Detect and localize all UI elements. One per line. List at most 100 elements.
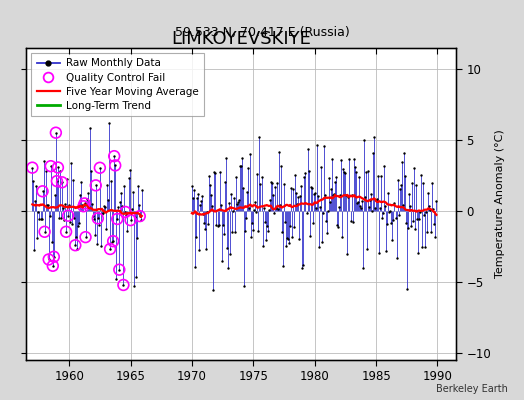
- Point: [88, 200, 96, 207]
- Point: [301, 170, 310, 177]
- Point: [92, 182, 100, 188]
- Point: [79, 203, 88, 210]
- Point: [345, 156, 354, 162]
- Point: [331, 178, 340, 185]
- Point: [128, 188, 137, 195]
- Point: [110, 153, 118, 159]
- Point: [53, 178, 61, 184]
- Point: [258, 242, 267, 249]
- Title: LIMKOYEVSKIYE: LIMKOYEVSKIYE: [171, 30, 311, 48]
- Point: [121, 209, 129, 215]
- Point: [417, 172, 425, 178]
- Point: [104, 196, 112, 203]
- Point: [294, 194, 302, 200]
- Point: [52, 130, 60, 136]
- Point: [423, 229, 431, 235]
- Point: [40, 228, 49, 235]
- Point: [84, 204, 93, 210]
- Point: [269, 192, 277, 198]
- Point: [420, 212, 428, 218]
- Point: [115, 266, 124, 273]
- Point: [427, 229, 435, 236]
- Point: [259, 205, 268, 211]
- Point: [396, 186, 404, 192]
- Point: [47, 163, 55, 169]
- Point: [314, 244, 323, 250]
- Point: [189, 195, 197, 202]
- Point: [213, 222, 222, 229]
- Y-axis label: Temperature Anomaly (°C): Temperature Anomaly (°C): [495, 130, 505, 278]
- Point: [64, 212, 72, 219]
- Point: [41, 168, 50, 174]
- Point: [287, 184, 296, 191]
- Point: [31, 198, 40, 204]
- Point: [353, 200, 361, 206]
- Point: [226, 191, 235, 197]
- Point: [134, 183, 142, 190]
- Point: [228, 208, 237, 214]
- Point: [36, 216, 45, 222]
- Point: [355, 203, 364, 209]
- Point: [114, 203, 123, 210]
- Point: [198, 193, 206, 200]
- Point: [250, 207, 258, 213]
- Point: [283, 235, 291, 241]
- Point: [399, 150, 408, 156]
- Point: [108, 238, 116, 245]
- Point: [58, 179, 66, 186]
- Point: [248, 220, 256, 227]
- Point: [208, 203, 216, 209]
- Point: [62, 228, 70, 235]
- Point: [193, 195, 201, 201]
- Point: [91, 231, 99, 238]
- Point: [60, 217, 68, 223]
- Point: [222, 155, 230, 161]
- Point: [388, 237, 397, 243]
- Point: [264, 228, 272, 234]
- Point: [395, 211, 403, 218]
- Point: [302, 210, 311, 217]
- Point: [237, 163, 245, 169]
- Point: [204, 220, 213, 227]
- Point: [251, 199, 259, 205]
- Point: [73, 246, 82, 252]
- Point: [375, 250, 384, 256]
- Point: [219, 222, 227, 228]
- Point: [382, 248, 390, 254]
- Point: [359, 136, 368, 143]
- Point: [52, 130, 60, 136]
- Point: [78, 202, 86, 208]
- Point: [413, 216, 421, 222]
- Point: [40, 228, 49, 235]
- Point: [110, 153, 118, 159]
- Point: [311, 190, 319, 196]
- Point: [279, 263, 287, 269]
- Point: [372, 197, 380, 204]
- Point: [243, 188, 252, 195]
- Point: [254, 228, 263, 234]
- Point: [202, 245, 211, 252]
- Point: [240, 282, 248, 289]
- Point: [233, 201, 241, 207]
- Point: [138, 186, 146, 193]
- Point: [59, 205, 67, 212]
- Point: [133, 234, 141, 241]
- Point: [190, 187, 198, 193]
- Point: [297, 182, 305, 189]
- Point: [83, 190, 92, 196]
- Point: [408, 180, 416, 186]
- Point: [96, 164, 104, 171]
- Point: [415, 216, 423, 222]
- Point: [367, 191, 375, 197]
- Legend: Raw Monthly Data, Quality Control Fail, Five Year Moving Average, Long-Term Tren: Raw Monthly Data, Quality Control Fail, …: [31, 53, 204, 116]
- Point: [33, 234, 41, 241]
- Point: [265, 207, 273, 214]
- Point: [94, 215, 102, 222]
- Point: [412, 182, 420, 188]
- Point: [391, 214, 400, 221]
- Point: [419, 180, 428, 186]
- Point: [214, 221, 223, 228]
- Point: [221, 179, 229, 186]
- Point: [361, 194, 369, 200]
- Point: [209, 287, 217, 294]
